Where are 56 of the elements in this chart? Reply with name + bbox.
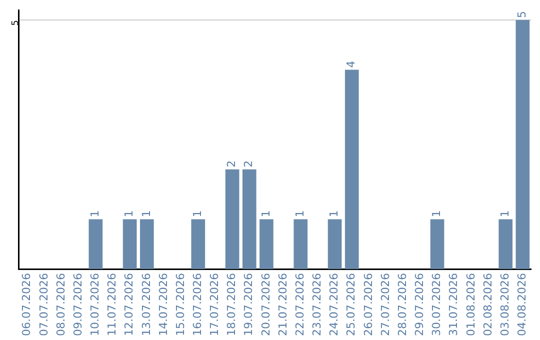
x-tick-label: 08.07.2026 bbox=[54, 273, 68, 336]
x-tick-label: 03.08.2026 bbox=[498, 273, 512, 336]
x-tick-label: 09.07.2026 bbox=[71, 273, 84, 336]
x-tick-label: 26.07.2026 bbox=[362, 273, 375, 336]
data-label: 1 bbox=[88, 210, 102, 218]
data-label: 1 bbox=[140, 210, 153, 218]
bar bbox=[498, 219, 513, 270]
x-tick-label: 28.07.2026 bbox=[396, 273, 409, 336]
bar bbox=[225, 169, 240, 270]
x-tick-label: 24.07.2026 bbox=[328, 273, 341, 336]
x-tick-label: 19.07.2026 bbox=[242, 273, 256, 336]
x-tick-label: 11.07.2026 bbox=[106, 273, 119, 336]
x-tick-label: 31.07.2026 bbox=[447, 273, 460, 336]
x-tick-label: 12.07.2026 bbox=[122, 273, 136, 336]
bar bbox=[516, 20, 530, 270]
data-label: 4 bbox=[344, 60, 358, 68]
data-label: 1 bbox=[293, 210, 306, 218]
x-tick-label: 20.07.2026 bbox=[259, 273, 272, 336]
x-tick-label: 10.07.2026 bbox=[88, 273, 102, 336]
x-tick-label: 14.07.2026 bbox=[156, 273, 170, 336]
x-tick-label: 04.08.2026 bbox=[516, 273, 529, 336]
bar bbox=[328, 219, 342, 270]
x-tick-label: 06.07.2026 bbox=[20, 273, 34, 336]
x-tick-label: 17.07.2026 bbox=[208, 273, 222, 336]
x-tick-label: 29.07.2026 bbox=[413, 273, 426, 336]
bar bbox=[88, 219, 103, 270]
bar bbox=[260, 219, 274, 270]
x-tick-label: 23.07.2026 bbox=[310, 273, 324, 336]
x-tick-label: 25.07.2026 bbox=[344, 273, 358, 336]
x-tick-label: 18.07.2026 bbox=[225, 273, 238, 336]
data-label: 2 bbox=[242, 160, 256, 168]
data-label: 1 bbox=[259, 210, 272, 218]
x-tick-label: 15.07.2026 bbox=[174, 273, 187, 336]
data-label: 1 bbox=[191, 210, 204, 218]
x-tick-label: 01.08.2026 bbox=[464, 273, 478, 336]
bar bbox=[242, 169, 256, 270]
x-tick-label: 13.07.2026 bbox=[140, 273, 153, 336]
bar bbox=[294, 219, 308, 270]
data-label: 2 bbox=[225, 160, 238, 168]
data-label: 1 bbox=[430, 210, 444, 218]
x-tick-label: 22.07.2026 bbox=[293, 273, 306, 336]
bar bbox=[140, 219, 154, 270]
x-tick-label: 30.07.2026 bbox=[430, 273, 444, 336]
bar bbox=[191, 219, 206, 270]
data-label: 1 bbox=[122, 210, 136, 218]
x-tick-label: 21.07.2026 bbox=[276, 273, 290, 336]
x-tick-label: 07.07.2026 bbox=[37, 273, 50, 336]
x-tick-label: 02.08.2026 bbox=[481, 273, 494, 336]
x-tick-label: 27.07.2026 bbox=[378, 273, 392, 336]
bar bbox=[122, 219, 137, 270]
data-label: 1 bbox=[328, 210, 341, 218]
x-tick-label: 16.07.2026 bbox=[191, 273, 204, 336]
bar bbox=[430, 219, 444, 270]
data-label: 5 bbox=[516, 10, 529, 18]
bar bbox=[344, 70, 359, 270]
data-label: 1 bbox=[498, 210, 512, 218]
